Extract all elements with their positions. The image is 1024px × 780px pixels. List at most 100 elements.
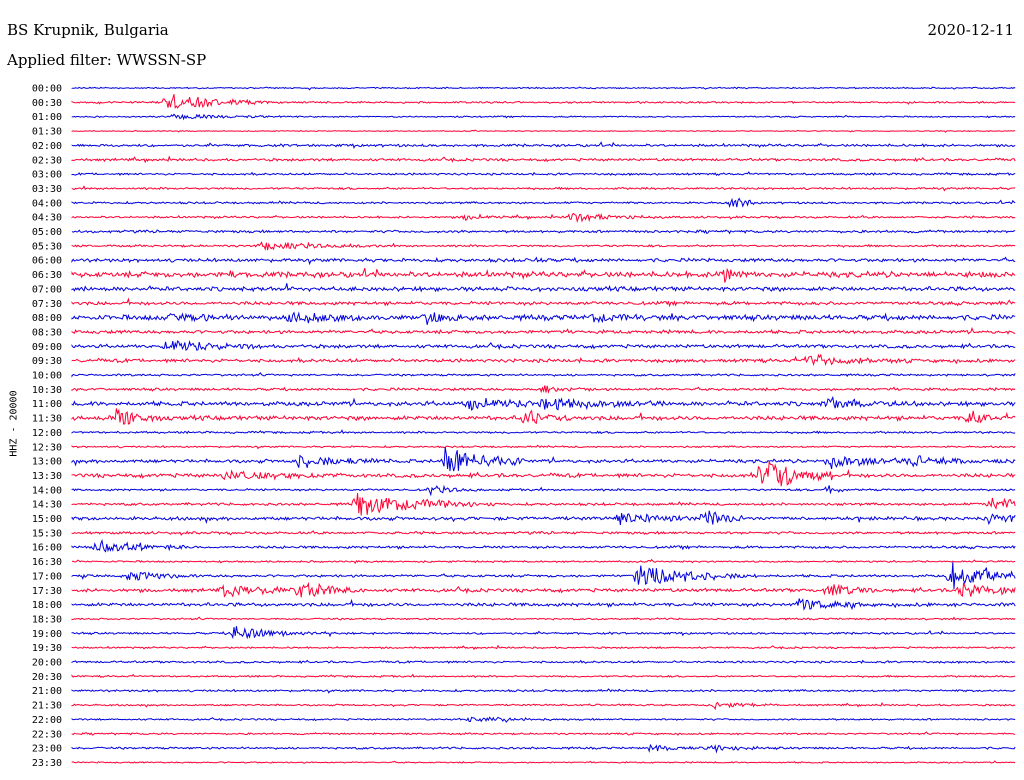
time-tick-label: 18:00 [32,600,62,611]
time-tick-label: 08:00 [32,313,62,324]
time-tick-label: 17:00 [32,571,62,582]
seismic-trace [71,171,1016,177]
time-tick-label: 00:00 [32,84,62,95]
time-tick-label: 20:30 [32,672,62,683]
time-tick-label: 02:00 [32,141,62,152]
time-tick-label: 07:00 [32,284,62,295]
seismic-trace [71,447,1016,472]
time-tick-label: 11:00 [32,399,62,410]
time-tick-label: 11:30 [32,414,62,425]
seismic-trace [71,616,1016,621]
seismic-trace [71,197,1016,208]
seismic-trace [71,429,1016,435]
seismic-trace [71,283,1016,293]
time-tick-label: 02:30 [32,155,62,166]
seismic-trace [71,155,1016,164]
seismic-trace [71,241,1016,251]
time-tick-label: 12:00 [32,428,62,439]
seismic-trace [71,562,1016,589]
seismic-trace [71,538,1016,553]
seismic-trace [71,701,1016,711]
seismic-trace [71,256,1016,266]
station-title: BS Krupnik, Bulgaria [7,21,169,39]
time-tick-label: 05:00 [32,227,62,238]
time-tick-label: 18:30 [32,614,62,625]
seismic-trace [71,94,1016,110]
seismic-trace [71,141,1016,149]
seismic-trace [71,731,1016,736]
time-tick-label: 04:30 [32,213,62,224]
seismic-trace [71,626,1016,640]
time-tick-label: 09:00 [32,342,62,353]
date-label: 2020-12-11 [927,21,1014,39]
time-tick-label: 00:30 [32,98,62,109]
seismic-trace [71,395,1016,411]
seismic-trace [71,510,1016,526]
time-tick-label: 09:30 [32,356,62,367]
seismic-trace [71,267,1016,283]
time-tick-label: 17:30 [32,586,62,597]
time-tick-label: 12:30 [32,442,62,453]
time-tick-label: 10:00 [32,371,62,382]
time-tick-label: 07:30 [32,299,62,310]
time-tick-label: 05:30 [32,241,62,252]
seismic-trace [71,372,1016,378]
time-tick-label: 22:30 [32,729,62,740]
time-tick-label: 19:00 [32,629,62,640]
seismic-trace [71,408,1016,425]
time-tick-label: 20:00 [32,658,62,669]
seismic-trace [71,581,1016,598]
time-tick-label: 01:00 [32,112,62,123]
seismic-trace [71,743,1016,754]
time-tick-label: 14:00 [32,485,62,496]
time-tick-label: 16:00 [32,543,62,554]
time-tick-label: 16:30 [32,557,62,568]
seismic-trace [71,229,1016,235]
time-tick-label: 03:30 [32,184,62,195]
seismic-trace [71,673,1016,679]
seismic-trace [71,297,1016,308]
seismic-trace [71,212,1016,223]
seismic-trace [71,353,1016,367]
filter-label: Applied filter: WWSSN-SP [7,51,207,69]
seismic-trace [71,340,1016,352]
seismic-trace [71,530,1016,536]
time-tick-label: 06:30 [32,270,62,281]
time-tick-label: 22:00 [32,715,62,726]
time-tick-label: 13:30 [32,471,62,482]
seismic-trace [71,385,1016,394]
time-tick-label: 23:30 [32,758,62,769]
time-tick-label: 21:00 [32,686,62,697]
time-tick-label: 14:30 [32,500,62,511]
seismic-trace [71,659,1016,664]
time-tick-label: 04:00 [32,198,62,209]
time-tick-label: 15:00 [32,514,62,525]
time-tick-label: 06:00 [32,256,62,267]
seismic-trace [71,760,1016,764]
time-tick-label: 23:00 [32,744,62,755]
seismic-trace [71,460,1016,487]
time-tick-label: 13:00 [32,457,62,468]
seismic-trace [71,493,1016,516]
seismic-trace [71,444,1016,450]
seismic-trace [71,558,1016,565]
time-tick-label: 15:30 [32,528,62,539]
seismic-trace [71,311,1016,325]
seismic-trace [71,113,1016,121]
time-tick-label: 08:30 [32,327,62,338]
seismic-trace [71,86,1016,91]
time-tick-label: 10:30 [32,385,62,396]
seismic-trace [71,688,1016,694]
seismic-trace [71,598,1016,611]
time-tick-label: 21:30 [32,701,62,712]
seismic-trace [71,716,1016,723]
time-tick-label: 03:00 [32,170,62,181]
time-tick-label: 19:30 [32,643,62,654]
seismic-trace [71,484,1016,497]
time-tick-label: 01:30 [32,127,62,138]
seismic-trace [71,129,1016,133]
seismic-trace [71,185,1016,192]
seismic-trace [71,644,1016,651]
seismic-trace [71,326,1016,335]
